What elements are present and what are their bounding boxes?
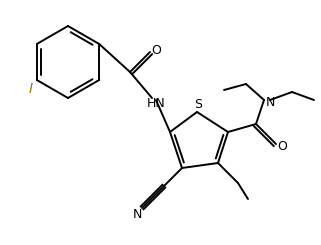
Text: O: O	[151, 44, 161, 57]
Text: S: S	[194, 98, 202, 110]
Text: O: O	[277, 139, 287, 152]
Text: I: I	[29, 82, 33, 96]
Text: HN: HN	[147, 97, 165, 110]
Text: N: N	[132, 208, 142, 220]
Text: N: N	[265, 96, 275, 109]
